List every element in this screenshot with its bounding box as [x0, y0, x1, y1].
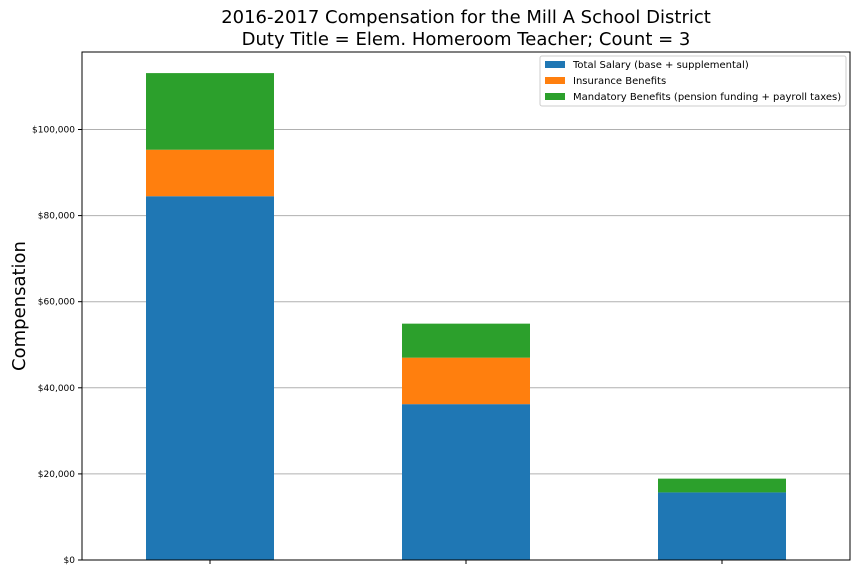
y-tick-label: $0 [64, 556, 76, 566]
y-tick-label: $60,000 [38, 298, 75, 308]
y-axis-label: Compensation [9, 241, 30, 371]
legend-entry: Total Salary (base + supplemental) [572, 60, 749, 71]
legend-box [539, 55, 847, 107]
chart-title: 2016-2017 Compensation for the Mill A Sc… [221, 7, 711, 28]
bar-segment-series-0 [658, 492, 786, 560]
x-axis-ticks [209, 560, 723, 564]
bar-segment-series-2 [402, 323, 530, 358]
bar-segment-series-2 [146, 73, 274, 150]
bar-segment-series-0 [146, 196, 274, 560]
bar-segment-series-1 [146, 149, 274, 197]
y-tick-label: $40,000 [38, 384, 75, 394]
legend-swatch [545, 61, 565, 68]
chart-subtitle: Duty Title = Elem. Homeroom Teacher; Cou… [241, 29, 691, 50]
y-tick-label: $80,000 [38, 212, 75, 222]
legend-entry: Insurance Benefits [573, 76, 666, 87]
legend-swatch [545, 93, 565, 100]
legend: Total Salary (base + supplemental) Insura… [539, 55, 847, 107]
bar-segment-series-0 [402, 404, 530, 560]
legend-entry: Mandatory Benefits (pension funding + pa… [573, 92, 841, 103]
legend-swatch [545, 77, 565, 84]
y-tick-label: $100,000 [32, 125, 75, 135]
bar-segment-series-1 [402, 357, 530, 405]
bars [146, 73, 786, 560]
y-tick-label: $20,000 [38, 470, 75, 480]
y-axis-ticks: $0 $20,000 $40,000 $60,000 $80,000 $100,000 [32, 125, 82, 566]
bar-segment-series-2 [658, 478, 786, 493]
